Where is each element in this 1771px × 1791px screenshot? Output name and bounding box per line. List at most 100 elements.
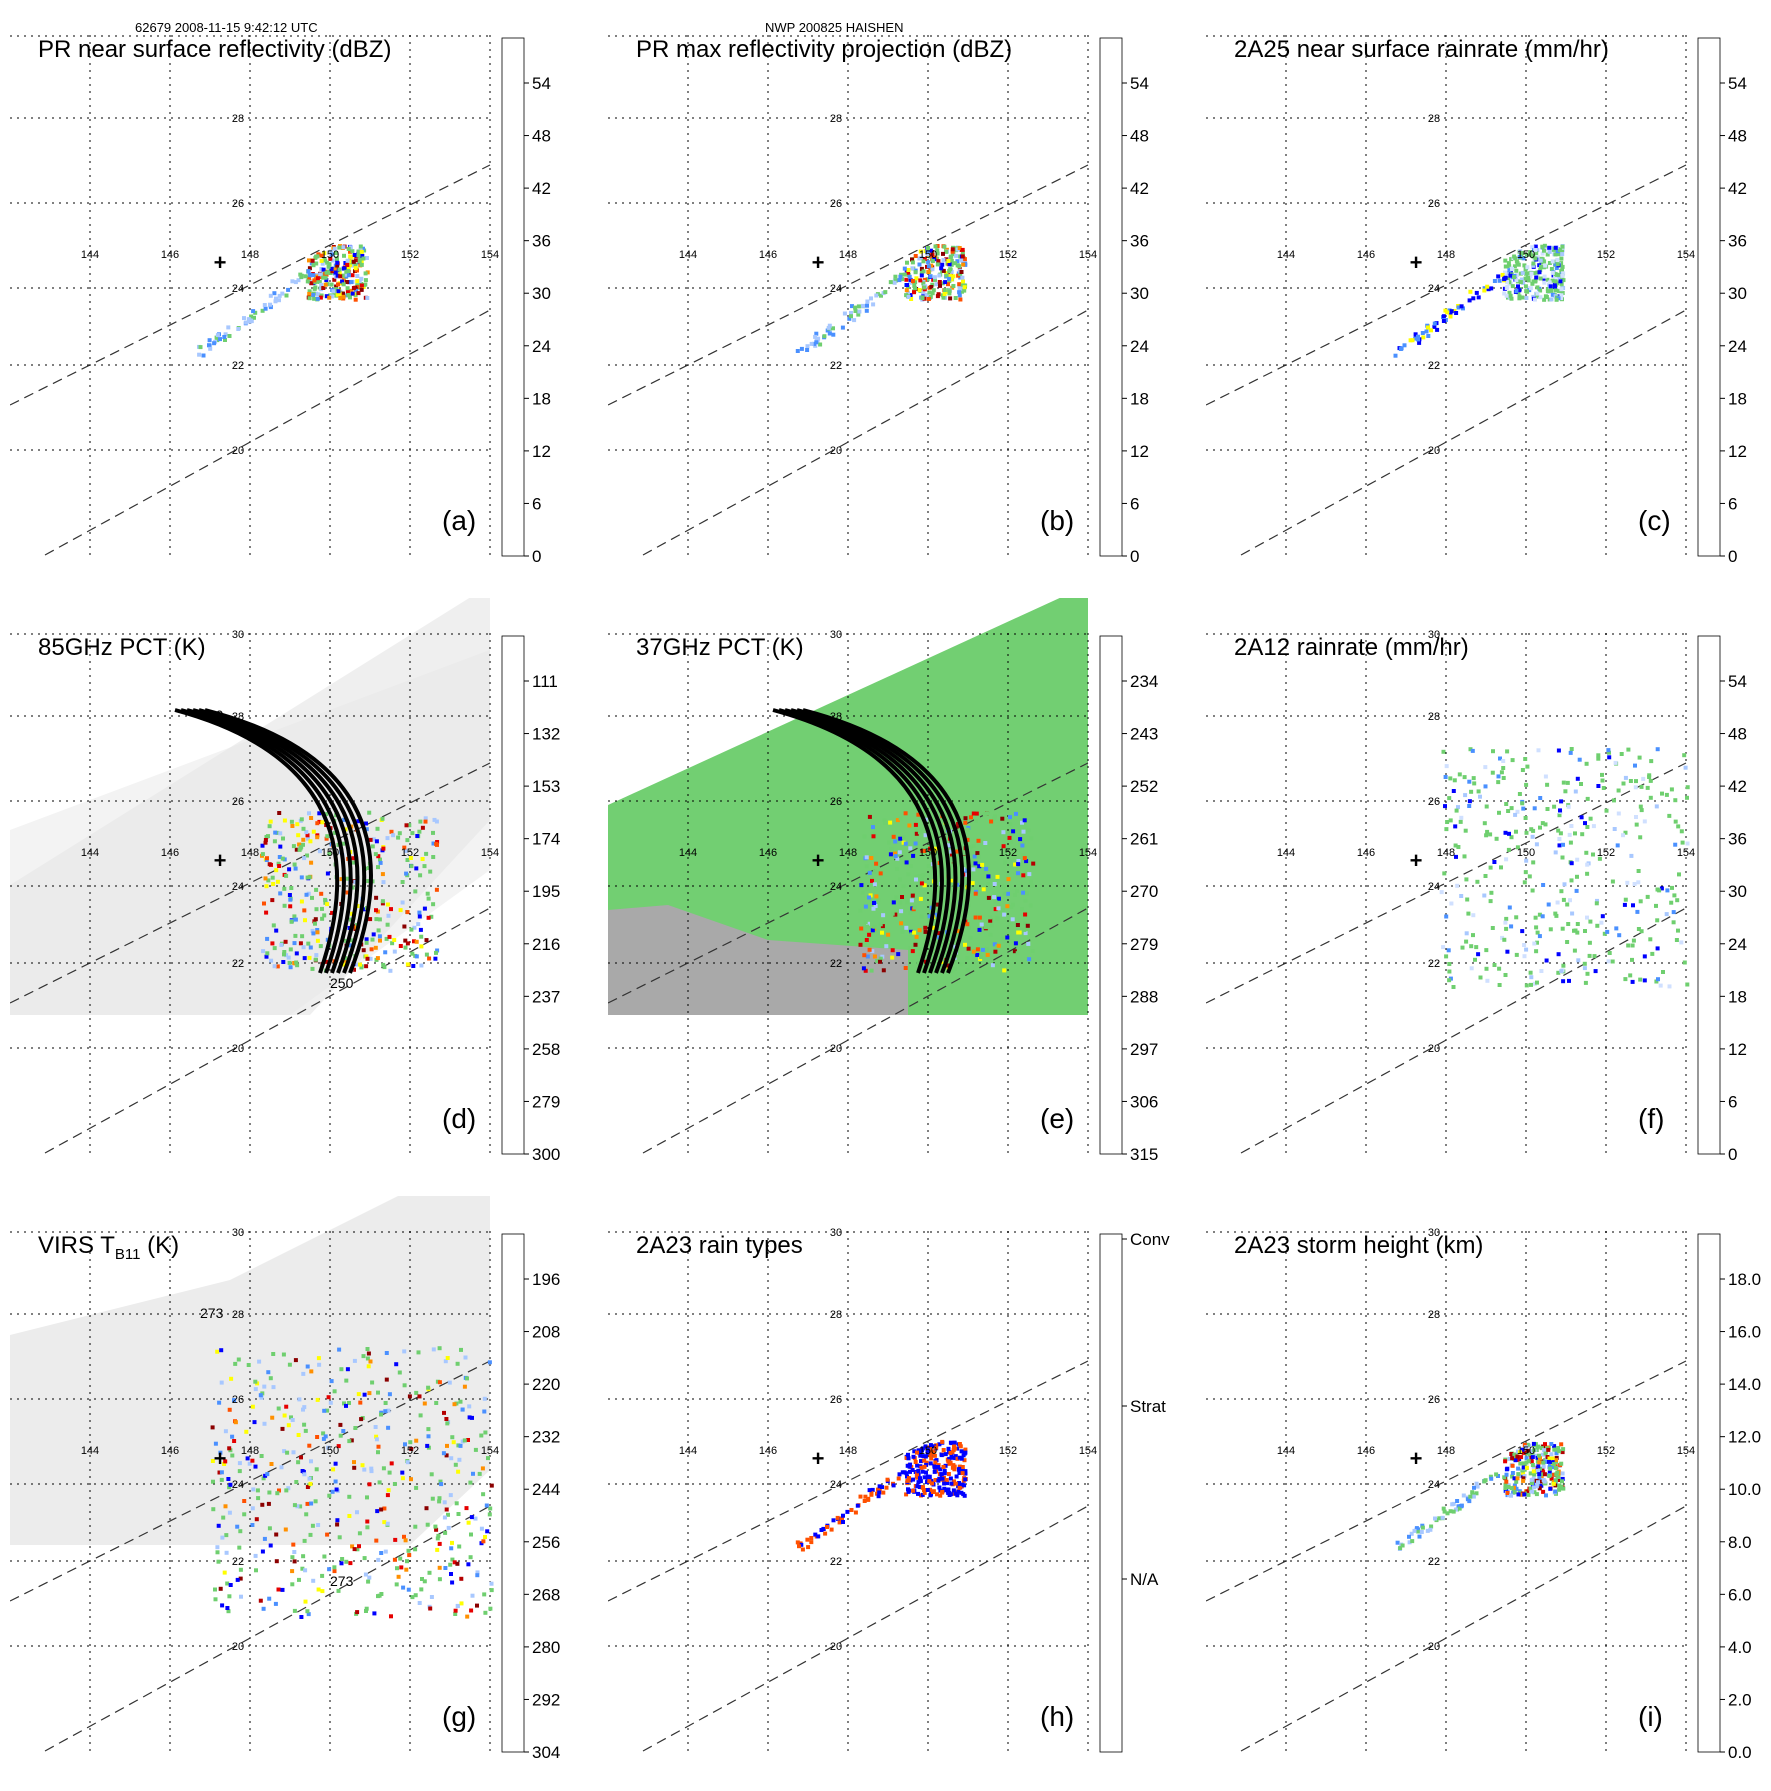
panel-a: +144 146 148 150 152 154 20 22 24 26 28 0 6 12 18 24 30 3…: [9, 0, 600, 590]
lon-tick-label: 152: [1597, 249, 1615, 261]
colorbar-label: 6: [1728, 494, 1737, 513]
lon-tick-label: 148: [839, 1445, 857, 1457]
grid: [1206, 633, 1687, 1154]
panel-title: 2A23 storm height (km): [1234, 1232, 1483, 1260]
lon-tick-label: 148: [1437, 847, 1455, 859]
colorbar-label: 12: [1728, 1040, 1747, 1059]
panel-label: (b): [1040, 505, 1075, 536]
colorbar-label: 30: [1728, 284, 1747, 303]
colorbar-label: 48: [1130, 127, 1149, 146]
lat-tick-label: 20: [1428, 1641, 1440, 1653]
lat-ticks: 20 22 24 26 28 30: [830, 1227, 842, 1653]
lat-tick-label: 26: [830, 1394, 842, 1406]
colorbar: 300 279 258 237 216 195 174 153 132 111: [501, 635, 560, 1164]
lon-tick-label: 148: [241, 847, 259, 859]
panel-title-text: 85GHz PCT (K): [38, 634, 206, 661]
colorbar-label: 270: [1130, 882, 1158, 901]
lon-tick-label: 144: [679, 249, 697, 261]
panel-title-subscript: B11: [114, 1245, 141, 1263]
scan-arcs: [772, 708, 971, 974]
colorbar-label: 54: [1130, 74, 1149, 93]
colorbar-label: 48: [1728, 725, 1747, 744]
lon-tick-label: 146: [759, 1445, 777, 1457]
panel-title: VIRS TB11 (K): [38, 1232, 179, 1263]
lat-tick-label: 30: [830, 1227, 842, 1239]
lon-tick-label: 146: [1357, 249, 1375, 261]
colorbar-label: 18: [532, 389, 551, 408]
lat-tick-label: 30: [1428, 1227, 1440, 1239]
lat-tick-label: 26: [1428, 796, 1440, 808]
lat-tick-label: 28: [1428, 711, 1440, 723]
lat-tick-label: 30: [232, 629, 244, 641]
lat-tick-label: 26: [1428, 1394, 1440, 1406]
panel-map: +144 146 148 150 152 154 20 22 24 26 28 30 315 306 297…: [607, 585, 1158, 1164]
lon-tick-label: 150: [1517, 249, 1535, 261]
lon-tick-label: 146: [759, 847, 777, 859]
lat-tick-label: 28: [1428, 113, 1440, 125]
colorbar-label: 232: [532, 1428, 560, 1447]
lon-ticks: 144 146 148 150 152 154: [1277, 249, 1695, 261]
colorbar-label: 42: [1130, 179, 1149, 198]
lon-tick-label: 148: [241, 1445, 259, 1457]
lat-tick-label: 22: [232, 1556, 244, 1568]
colorbar-label: 279: [1130, 935, 1158, 954]
lon-tick-label: 148: [839, 249, 857, 261]
swath-edges: [9, 164, 491, 556]
colorbar-label: 297: [1130, 1040, 1158, 1059]
lat-tick-label: 22: [830, 1556, 842, 1568]
lat-tick-label: 20: [1428, 1043, 1440, 1055]
colorbar-label: 48: [1728, 127, 1747, 146]
colorbar-label: 30: [532, 284, 551, 303]
colorbar-label: 252: [1130, 777, 1158, 796]
colorbar-label: 36: [1130, 232, 1149, 251]
panel-d: +250 250 144 146 148 150 152 154 20 22 24 26 28 30 300…: [9, 585, 600, 1188]
lon-tick-label: 146: [161, 1445, 179, 1457]
colorbar-label: 6.0: [1728, 1585, 1752, 1604]
lat-tick-label: 30: [232, 1227, 244, 1239]
colorbar-label: 14.0: [1728, 1375, 1761, 1394]
lon-tick-label: 148: [241, 249, 259, 261]
lat-ticks: 20 22 24 26 28 30: [1428, 629, 1440, 1055]
lat-tick-label: 28: [830, 113, 842, 125]
field-data: [1393, 243, 1566, 358]
lon-tick-label: 150: [321, 1445, 339, 1457]
panel-label: (h): [1040, 1701, 1075, 1732]
header-right: NWP 200825 HAISHEN: [765, 20, 904, 35]
lon-tick-label: 150: [919, 1445, 937, 1457]
lon-tick-label: 154: [1677, 1445, 1695, 1457]
lon-tick-label: 146: [759, 249, 777, 261]
lat-tick-label: 22: [1428, 360, 1440, 372]
lon-tick-label: 154: [1677, 847, 1695, 859]
lon-ticks: 144 146 148 150 152 154: [81, 847, 499, 859]
lon-tick-label: 152: [1597, 847, 1615, 859]
colorbar-label: 36: [1728, 232, 1747, 251]
colorbar-label: 174: [532, 830, 560, 849]
panel-map: +144 146 148 150 152 154 20 22 24 26 28 0 6 12 18 24 30 3…: [607, 35, 1149, 566]
colorbar-label: 0: [1728, 547, 1737, 566]
colorbar-label: 12.0: [1728, 1428, 1761, 1447]
panel-label: (g): [442, 1701, 477, 1732]
swath-area: [10, 1150, 490, 1545]
lat-tick-label: 20: [830, 445, 842, 457]
colorbar-label: 153: [532, 777, 560, 796]
lon-tick-label: 146: [161, 847, 179, 859]
grid: [608, 35, 1089, 556]
colorbar-label: 0: [1728, 1145, 1737, 1164]
lat-tick-label: 24: [1428, 283, 1440, 295]
panel-title: 2A25 near surface rainrate (mm/hr): [1234, 36, 1609, 64]
colorbar-label: 36: [532, 232, 551, 251]
field-data: [1395, 1441, 1566, 1551]
panel-map: +273 273 144 146 148 150 152 154 20 22 24 26 28 30 304…: [9, 1150, 560, 1762]
colorbar-label: 132: [532, 725, 560, 744]
grid: [1206, 35, 1687, 556]
storm-center-marker: +: [812, 1446, 825, 1471]
lat-ticks: 20 22 24 26 28: [1428, 113, 1440, 457]
storm-center-marker: +: [214, 1446, 227, 1471]
grid: [10, 1231, 491, 1752]
panel-title-text: 2A23 storm height (km): [1234, 1232, 1484, 1259]
panel-f: +144 146 148 150 152 154 20 22 24 26 28 30 0 6 12 18 24 3…: [1205, 598, 1771, 1188]
lat-tick-label: 24: [830, 881, 842, 893]
colorbar-label: 12: [532, 442, 551, 461]
swath-edges: [607, 1360, 1089, 1752]
field-data: [197, 244, 370, 358]
